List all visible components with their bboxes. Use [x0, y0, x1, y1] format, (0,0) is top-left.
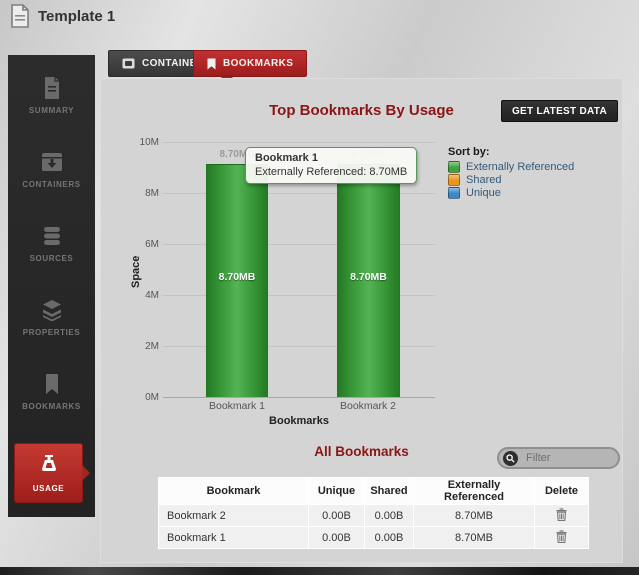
chart-title: Top Bookmarks By Usage: [269, 102, 454, 119]
search-icon: [503, 450, 518, 466]
legend-title: Sort by:: [448, 146, 490, 158]
sidebar-item-summary[interactable]: SUMMARY: [8, 75, 95, 131]
bar-value-above: 8.70MB: [219, 149, 255, 160]
bar-group[interactable]: 8.70MB 8.70MB: [206, 142, 268, 397]
sidebar-item-label: CONTAINERS: [22, 180, 81, 189]
x-axis-line: [163, 397, 435, 398]
filter-input[interactable]: [524, 451, 614, 465]
properties-icon: [40, 297, 64, 323]
tab-label: CONTAINERS: [142, 58, 212, 69]
legend-label: Unique: [466, 187, 501, 199]
x-category-label: Bookmark 1: [208, 400, 266, 412]
legend-item-shared[interactable]: Shared: [448, 174, 618, 186]
x-category-label: Bookmark 2: [339, 400, 397, 412]
cell-shared: 0.00B: [365, 527, 413, 548]
col-header-shared: Shared: [365, 478, 413, 504]
legend-swatch-blue: [448, 187, 460, 199]
delete-bookmark-button[interactable]: [556, 529, 567, 543]
cell-shared: 0.00B: [365, 505, 413, 526]
chart-legend: Sort by: Externally Referenced Shared Un…: [448, 146, 618, 200]
tab-label: BOOKMARKS: [223, 58, 294, 69]
all-bookmarks-title: All Bookmarks: [314, 444, 409, 459]
legend-item-unique[interactable]: Unique: [448, 187, 618, 199]
sidebar-item-label: SOURCES: [29, 254, 74, 263]
cell-unique: 0.00B: [309, 505, 364, 526]
bar-value-inside: 8.70MB: [218, 271, 256, 283]
bottom-edge-band: [0, 567, 639, 575]
containers-icon: [40, 149, 64, 175]
y-tick-label: 10M: [139, 137, 159, 148]
y-tick-label: 0M: [145, 392, 159, 403]
y-tick-label: 6M: [145, 239, 159, 250]
cell-unique: 0.00B: [309, 527, 364, 548]
breadcrumb: Template 1: [10, 4, 115, 28]
bookmark-icon: [44, 371, 60, 397]
cell-externally-referenced: 8.70MB: [414, 505, 534, 526]
sources-icon: [41, 223, 63, 249]
all-bookmarks-table: Bookmark Unique Shared Externally Refere…: [158, 477, 589, 549]
y-tick-label: 8M: [145, 188, 159, 199]
template-document-icon: [11, 4, 29, 28]
bar-value-inside: 8.70MB: [350, 271, 387, 283]
y-tick-label: 4M: [145, 290, 159, 301]
sidebar-item-usage[interactable]: USAGE: [14, 443, 90, 503]
summary-icon: [42, 75, 62, 101]
gridline: [163, 244, 435, 245]
filter-field[interactable]: [497, 447, 620, 469]
sidebar: SUMMARY CONTAINERS SOURCES: [8, 55, 95, 517]
legend-label: Shared: [466, 174, 502, 186]
cell-bookmark: Bookmark 1: [159, 527, 308, 548]
bar[interactable]: [337, 164, 400, 397]
delete-bookmark-button[interactable]: [556, 507, 567, 521]
tooltip-detail: Externally Referenced: 8.70MB: [255, 166, 408, 178]
get-latest-data-button[interactable]: GET LATEST DATA: [500, 100, 618, 122]
sidebar-item-label: USAGE: [32, 484, 65, 493]
legend-swatch-green: [448, 161, 460, 173]
legend-swatch-orange: [448, 174, 460, 186]
legend-item-externally-referenced[interactable]: Externally Referenced: [448, 161, 618, 173]
gridline: [163, 193, 435, 194]
sidebar-item-properties[interactable]: PROPERTIES: [8, 297, 95, 353]
y-axis-title: Space: [130, 255, 142, 288]
sidebar-item-label: BOOKMARKS: [22, 402, 81, 411]
bookmarks-tab-icon: [207, 58, 216, 69]
table-row[interactable]: Bookmark 2 0.00B 0.00B 8.70MB: [159, 505, 588, 526]
sidebar-item-containers[interactable]: CONTAINERS: [8, 149, 95, 205]
usage-weight-icon: [38, 453, 60, 480]
sidebar-item-sources[interactable]: SOURCES: [8, 223, 95, 279]
legend-label: Externally Referenced: [466, 161, 575, 173]
sidebar-item-bookmarks[interactable]: BOOKMARKS: [8, 371, 95, 427]
gridline: [163, 346, 435, 347]
gridline: [163, 295, 435, 296]
tooltip-title: Bookmark 1: [255, 152, 318, 164]
containers-tab-icon: [122, 58, 135, 69]
cell-externally-referenced: 8.70MB: [414, 527, 534, 548]
trash-icon: [556, 529, 567, 543]
usage-panel: Top Bookmarks By Usage GET LATEST DATA S…: [100, 78, 623, 563]
trash-icon: [556, 507, 567, 521]
col-header-delete: Delete: [535, 478, 588, 504]
table-header-row: Bookmark Unique Shared Externally Refere…: [159, 478, 588, 504]
y-tick-label: 2M: [145, 341, 159, 352]
page-title: Template 1: [38, 7, 116, 25]
tab-bookmarks[interactable]: BOOKMARKS: [193, 50, 308, 77]
gridline: [163, 142, 435, 143]
col-header-bookmark: Bookmark: [159, 478, 308, 504]
x-axis-title: Bookmarks: [269, 415, 329, 427]
cell-bookmark: Bookmark 2: [159, 505, 308, 526]
sidebar-item-label: SUMMARY: [28, 106, 75, 115]
chart-tooltip: Bookmark 1 Externally Referenced: 8.70MB: [245, 147, 418, 184]
col-header-unique: Unique: [309, 478, 364, 504]
sidebar-item-label: PROPERTIES: [22, 328, 81, 337]
table-row[interactable]: Bookmark 1 0.00B 0.00B 8.70MB: [159, 527, 588, 548]
bar[interactable]: [206, 164, 268, 397]
col-header-externally-referenced: Externally Referenced: [414, 478, 534, 504]
